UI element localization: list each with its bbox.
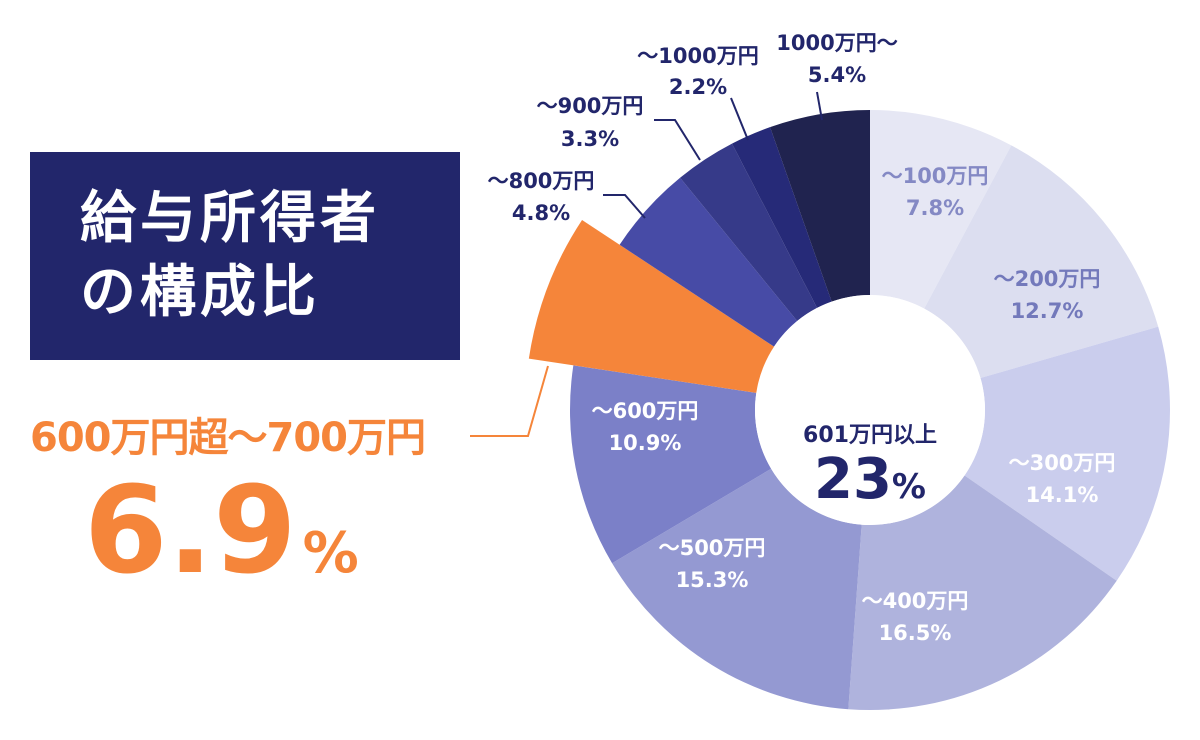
- slice-category-label: ～800万円: [488, 169, 595, 193]
- chart-title-line-2: の構成比: [80, 260, 320, 325]
- center-value: 23%: [814, 447, 926, 512]
- slice-category-label: 1000万円～: [776, 31, 897, 55]
- highlight-callout-unit: %: [302, 521, 359, 586]
- slice-value-label: 15.3%: [676, 568, 749, 592]
- pie-slices: [528, 110, 1170, 711]
- slice-category-label: ～900万円: [537, 94, 644, 118]
- highlight-callout-value: 6.9%: [84, 462, 359, 624]
- slice-category-label: ～500万円: [659, 536, 766, 560]
- pie-slice: [612, 468, 862, 710]
- slice-value-label: 12.7%: [1011, 299, 1084, 323]
- slice-leader-line: [603, 194, 646, 219]
- pie-slice: [619, 177, 798, 347]
- chart-title-line-1: 給与所得者: [80, 186, 380, 251]
- pie-slice: [570, 365, 772, 564]
- highlight-leader-line: [470, 365, 549, 437]
- pie-slice: [680, 143, 818, 321]
- pie-slice: [964, 326, 1170, 581]
- slice-value-label: 16.5%: [879, 621, 952, 645]
- slice-leader-line: [730, 97, 749, 141]
- pie-slice: [924, 145, 1159, 379]
- slice-value-label: 14.1%: [1026, 483, 1099, 507]
- highlight-callout-number: 6.9: [84, 462, 297, 601]
- slice-value-label: 10.9%: [609, 431, 682, 455]
- slice-leader-line: [654, 119, 701, 161]
- slice-category-label: ～200万円: [994, 267, 1101, 291]
- chart-title-box: 給与所得者 の構成比: [30, 152, 460, 360]
- slice-category-label: ～1000万円: [637, 44, 758, 68]
- slice-value-label: 5.4%: [808, 63, 866, 87]
- pie-slice: [770, 110, 870, 302]
- donut-hole: [755, 295, 985, 525]
- slice-category-label: ～400万円: [862, 589, 969, 613]
- pie-slice: [848, 475, 1117, 711]
- slice-value-label: 4.8%: [512, 201, 570, 225]
- pie-slice: [731, 127, 832, 308]
- slice-category-label: ～600万円: [592, 399, 699, 423]
- slice-category-label: ～300万円: [1009, 451, 1116, 475]
- pie-slice: [870, 110, 1012, 309]
- slice-value-label: 7.8%: [906, 196, 964, 220]
- slice-leader-line: [816, 91, 823, 121]
- slice-category-label: ～100万円: [882, 164, 989, 188]
- slice-value-label: 3.3%: [561, 127, 619, 151]
- slice-value-label: 2.2%: [669, 75, 727, 99]
- center-label: 601万円以上: [803, 423, 937, 448]
- highlight-callout-label: 600万円超～700万円: [30, 415, 426, 461]
